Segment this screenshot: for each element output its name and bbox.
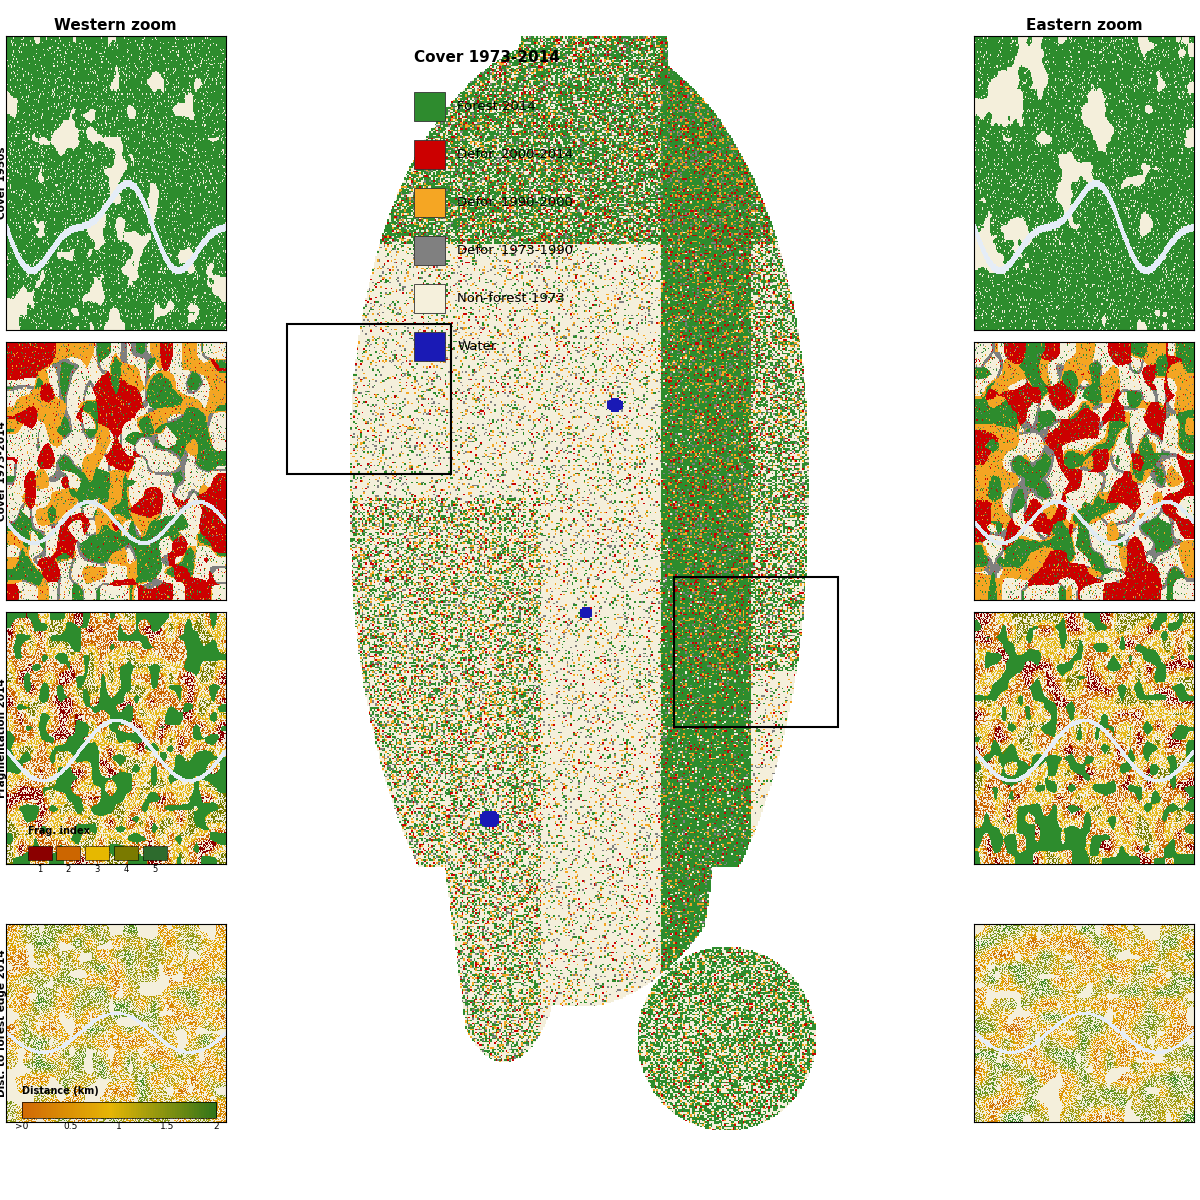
Text: 1.5: 1.5 bbox=[161, 1122, 174, 1130]
Y-axis label: Cover 1973-2014: Cover 1973-2014 bbox=[0, 421, 7, 521]
Text: 4: 4 bbox=[124, 865, 128, 874]
Text: 2: 2 bbox=[214, 1122, 218, 1130]
Text: >0: >0 bbox=[14, 1122, 29, 1130]
Text: 0.5: 0.5 bbox=[64, 1122, 77, 1130]
Y-axis label: Cover 1950s: Cover 1950s bbox=[0, 146, 7, 220]
Text: Water: Water bbox=[457, 341, 497, 353]
Title: Eastern zoom: Eastern zoom bbox=[1026, 18, 1142, 34]
Text: 2: 2 bbox=[66, 865, 71, 874]
Bar bbox=[287, 324, 451, 474]
Text: 1: 1 bbox=[116, 1122, 121, 1130]
Text: 1: 1 bbox=[37, 865, 42, 874]
Text: Defor. 1973-1990: Defor. 1973-1990 bbox=[457, 245, 574, 257]
Text: Forest 2014: Forest 2014 bbox=[457, 101, 536, 113]
Y-axis label: Fragmentation 2014: Fragmentation 2014 bbox=[0, 678, 7, 798]
Text: Defor. 1990-2000: Defor. 1990-2000 bbox=[457, 197, 574, 209]
Text: Non-forest 1973: Non-forest 1973 bbox=[457, 293, 565, 305]
Y-axis label: Dist. to forest edge 2014: Dist. to forest edge 2014 bbox=[0, 949, 7, 1097]
Text: Distance (km): Distance (km) bbox=[22, 1086, 98, 1097]
Text: Defor. 2000-2014: Defor. 2000-2014 bbox=[457, 149, 574, 161]
Text: 3: 3 bbox=[95, 865, 100, 874]
Title: Western zoom: Western zoom bbox=[54, 18, 178, 34]
Text: 5: 5 bbox=[152, 865, 157, 874]
Text: Frag. index: Frag. index bbox=[28, 826, 90, 836]
Bar bbox=[674, 577, 839, 727]
Text: Cover 1973-2014: Cover 1973-2014 bbox=[414, 50, 560, 65]
